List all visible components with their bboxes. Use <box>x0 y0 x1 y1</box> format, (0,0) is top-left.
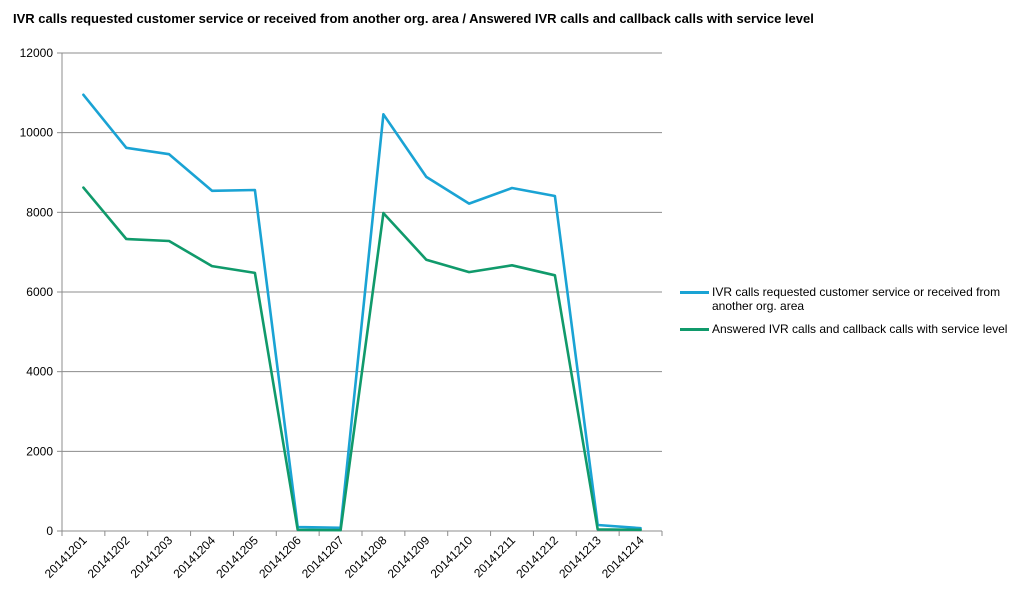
x-tick-label: 20141207 <box>299 533 347 581</box>
y-tick-label: 4000 <box>26 365 53 379</box>
x-tick-label: 20141209 <box>385 533 433 581</box>
x-tick-label: 20141211 <box>471 533 518 580</box>
legend-item-ivr-requested: IVR calls requested customer service or … <box>680 285 1025 313</box>
legend-item-answered: Answered IVR calls and callback calls wi… <box>680 322 1025 336</box>
x-tick-label: 20141204 <box>170 533 218 581</box>
series-lines <box>82 93 642 532</box>
x-tick-labels: 2014120120141202201412032014120420141205… <box>42 533 647 581</box>
y-tick-label: 8000 <box>26 205 53 219</box>
x-tick-label: 20141205 <box>213 533 261 581</box>
y-tick-label: 10000 <box>20 126 54 140</box>
x-tick-label: 20141201 <box>42 533 90 581</box>
series-line-0 <box>82 93 642 530</box>
y-tick-label: 6000 <box>26 285 53 299</box>
x-tick-label: 20141210 <box>428 533 476 581</box>
y-tick-labels: 0 2000 4000 6000 8000 10000 12000 <box>20 46 54 538</box>
y-tick-label: 12000 <box>20 46 54 60</box>
x-tick-label: 20141214 <box>599 533 647 581</box>
x-tick-label: 20141206 <box>256 533 304 581</box>
legend: IVR calls requested customer service or … <box>680 285 1025 345</box>
chart-title: IVR calls requested customer service or … <box>13 11 814 26</box>
y-tick-label: 0 <box>46 524 53 538</box>
x-tick-label: 20141203 <box>128 533 176 581</box>
series-line-1 <box>82 186 642 532</box>
legend-label: Answered IVR calls and callback calls wi… <box>712 322 1008 336</box>
x-tick-label: 20141213 <box>556 533 604 581</box>
x-tick-label: 20141212 <box>513 533 561 581</box>
legend-swatch <box>680 328 709 331</box>
x-tick-label: 20141208 <box>342 533 390 581</box>
x-tick-label: 20141202 <box>85 533 133 581</box>
legend-swatch <box>680 291 709 294</box>
gridlines <box>62 52 662 452</box>
axes <box>57 52 663 536</box>
y-tick-label: 2000 <box>26 444 53 458</box>
legend-label: IVR calls requested customer service or … <box>712 285 1001 313</box>
